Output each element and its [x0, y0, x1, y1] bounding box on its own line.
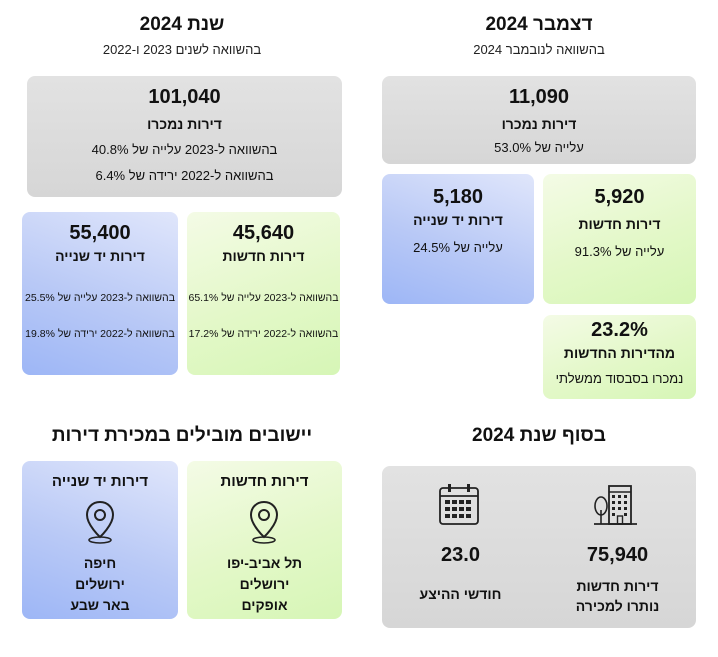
location-pin-icon: [83, 499, 117, 545]
december-title: דצמבר 2024: [485, 14, 593, 35]
december-new-card: 5,920 דירות חדשות עלייה של 91.3%: [543, 174, 696, 304]
year-new-value: 45,640: [232, 222, 295, 244]
year-new-label: דירות חדשות: [222, 248, 305, 264]
year-sold-vs2022: בהשוואה ל-2022 ירידה של 6.4%: [95, 168, 274, 183]
end-of-year-card: 75,940 דירות חדשות נותרו למכירה 23.0 חוד…: [382, 466, 696, 628]
december-subsidized-value: 23.2%: [591, 319, 648, 341]
year-sold-card: 101,040 דירות נמכרו בהשוואה ל-2023 עלייה…: [27, 76, 342, 197]
end-of-year-title: בסוף שנת 2024: [472, 425, 606, 446]
leaders-new-label: דירות חדשות: [220, 473, 309, 490]
leaders-new-card: דירות חדשות תל אביב-יפו ירושלים אופקים: [187, 461, 342, 619]
year-new-vs2022: בהשוואה ל-2022 ירידה של 17.2%: [188, 328, 339, 340]
leaders-new-city-1: תל אביב-יפו: [226, 555, 303, 571]
december-new-change: עלייה של 91.3%: [574, 244, 665, 259]
leaders-second-hand-city-3: באר שבע: [70, 597, 130, 613]
december-sold-label: דירות נמכרו: [501, 116, 577, 132]
unsold-group: 75,940 דירות חדשות נותרו למכירה: [539, 466, 696, 628]
december-new-label: דירות חדשות: [578, 216, 661, 232]
leaders-title: יישובים מובילים במכירת דירות: [51, 425, 313, 446]
december-second-hand-value: 5,180: [432, 186, 484, 208]
year-sold-vs2023: בהשוואה ל-2023 עלייה של 40.8%: [91, 142, 278, 157]
leaders-second-hand-city-1: חיפה: [83, 555, 117, 571]
leaders-second-hand-city-2: ירושלים: [75, 576, 125, 592]
unsold-label-line1: דירות חדשות: [576, 578, 659, 594]
location-pin-icon: [247, 499, 281, 545]
december-sold-card: 11,090 דירות נמכרו עלייה של 53.0%: [382, 76, 696, 164]
year-sold-label: דירות נמכרו: [147, 116, 222, 132]
supply-months-value: 23.0: [441, 544, 480, 566]
supply-months-label: חודשי ההיצע: [419, 586, 502, 602]
december-subtitle: בהשוואה לנובמבר 2024: [473, 42, 605, 57]
year-second-hand-vs2022: בהשוואה ל-2022 ירידה של 19.8%: [25, 328, 175, 340]
unsold-value: 75,940: [586, 544, 649, 566]
year-second-hand-vs2023: בהשוואה ל-2023 עלייה של 25.5%: [25, 292, 175, 304]
december-second-hand-change: עלייה של 24.5%: [413, 240, 503, 255]
leaders-second-hand-label: דירות יד שנייה: [51, 473, 149, 490]
december-new-value: 5,920: [594, 186, 645, 208]
year-second-hand-label: דירות יד שנייה: [55, 248, 145, 264]
december-subsidized-card: 23.2% מהדירות החדשות נמכרו בסבסוד ממשלתי: [543, 315, 696, 399]
december-subsidized-note: נמכרו בסבסוד ממשלתי: [555, 371, 684, 386]
supply-months-group: 23.0 חודשי ההיצע: [382, 466, 539, 628]
year-sold-value: 101,040: [148, 86, 221, 108]
year-second-hand-card: 55,400 דירות יד שנייה בהשוואה ל-2023 עלי…: [22, 212, 178, 375]
year-second-hand-value: 55,400: [69, 222, 131, 244]
leaders-new-city-3: אופקים: [241, 597, 288, 613]
december-second-hand-label: דירות יד שנייה: [413, 212, 503, 228]
leaders-new-city-2: ירושלים: [239, 576, 290, 592]
december-sold-change: עלייה של 53.0%: [494, 140, 584, 155]
calendar-icon: [437, 482, 481, 528]
leaders-second-hand-card: דירות יד שנייה חיפה ירושלים באר שבע: [22, 461, 178, 619]
year-new-card: 45,640 דירות חדשות בהשוואה ל-2023 עלייה …: [187, 212, 340, 375]
year-title: שנת 2024: [139, 14, 225, 35]
december-sold-value: 11,090: [508, 86, 570, 108]
year-new-vs2023: בהשוואה ל-2023 עלייה של 65.1%: [188, 292, 339, 304]
unsold-label-line2: נותרו למכירה: [575, 598, 660, 614]
year-subtitle: בהשוואה לשנים 2023 ו-2022: [102, 42, 262, 57]
december-subsidized-label: מהדירות החדשות: [563, 345, 676, 361]
december-second-hand-card: 5,180 דירות יד שנייה עלייה של 24.5%: [382, 174, 534, 304]
building-icon: [591, 480, 641, 528]
